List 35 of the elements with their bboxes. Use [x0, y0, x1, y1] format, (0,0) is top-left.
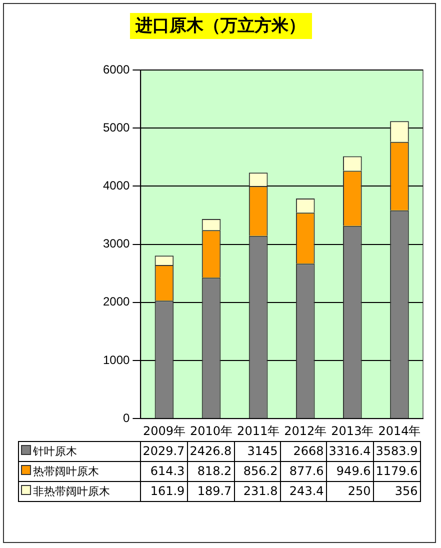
data-label: 356	[373, 481, 420, 502]
data-label: 877.6	[280, 461, 326, 482]
legend-label: 针叶原木	[18, 441, 140, 462]
data-label: 614.3	[140, 461, 188, 482]
y-tick-label: 4000	[102, 178, 130, 193]
data-label: 161.9	[140, 481, 188, 502]
y-tick-label: 0	[123, 410, 130, 425]
x-tick-label: 2009年	[142, 424, 186, 438]
data-label: 3583.9	[373, 441, 420, 462]
y-tick-label: 5000	[102, 120, 130, 134]
data-label: 856.2	[234, 461, 280, 482]
x-tick-label: 2010年	[190, 424, 233, 438]
legend-label: 热带阔叶原木	[18, 461, 140, 482]
data-label: 2426.8	[187, 441, 234, 462]
data-label: 818.2	[187, 461, 234, 482]
y-tick-label: 3000	[102, 236, 130, 251]
x-tick-label: 2013年	[331, 424, 374, 438]
y-tick-label: 6000	[102, 62, 130, 76]
data-label: 3145	[234, 441, 280, 462]
data-label: 231.8	[234, 481, 280, 502]
data-label: 243.4	[280, 481, 326, 502]
data-label: 189.7	[187, 481, 234, 502]
data-label: 1179.6	[373, 461, 420, 482]
legend-label: 非热带阔叶原木	[18, 481, 140, 502]
data-label: 949.6	[326, 461, 374, 482]
x-tick-label: 2011年	[237, 424, 280, 438]
data-label: 2668	[280, 441, 326, 462]
data-label: 2029.7	[140, 441, 188, 462]
data-label: 3316.4	[326, 441, 374, 462]
y-tick-label: 1000	[102, 352, 130, 367]
chart-title: 进口原木（万立方米）	[130, 13, 312, 39]
x-tick-label: 2012年	[284, 424, 327, 438]
y-tick-label: 2000	[102, 294, 130, 309]
x-tick-label: 2014年	[378, 424, 421, 438]
data-label: 250	[326, 481, 374, 502]
